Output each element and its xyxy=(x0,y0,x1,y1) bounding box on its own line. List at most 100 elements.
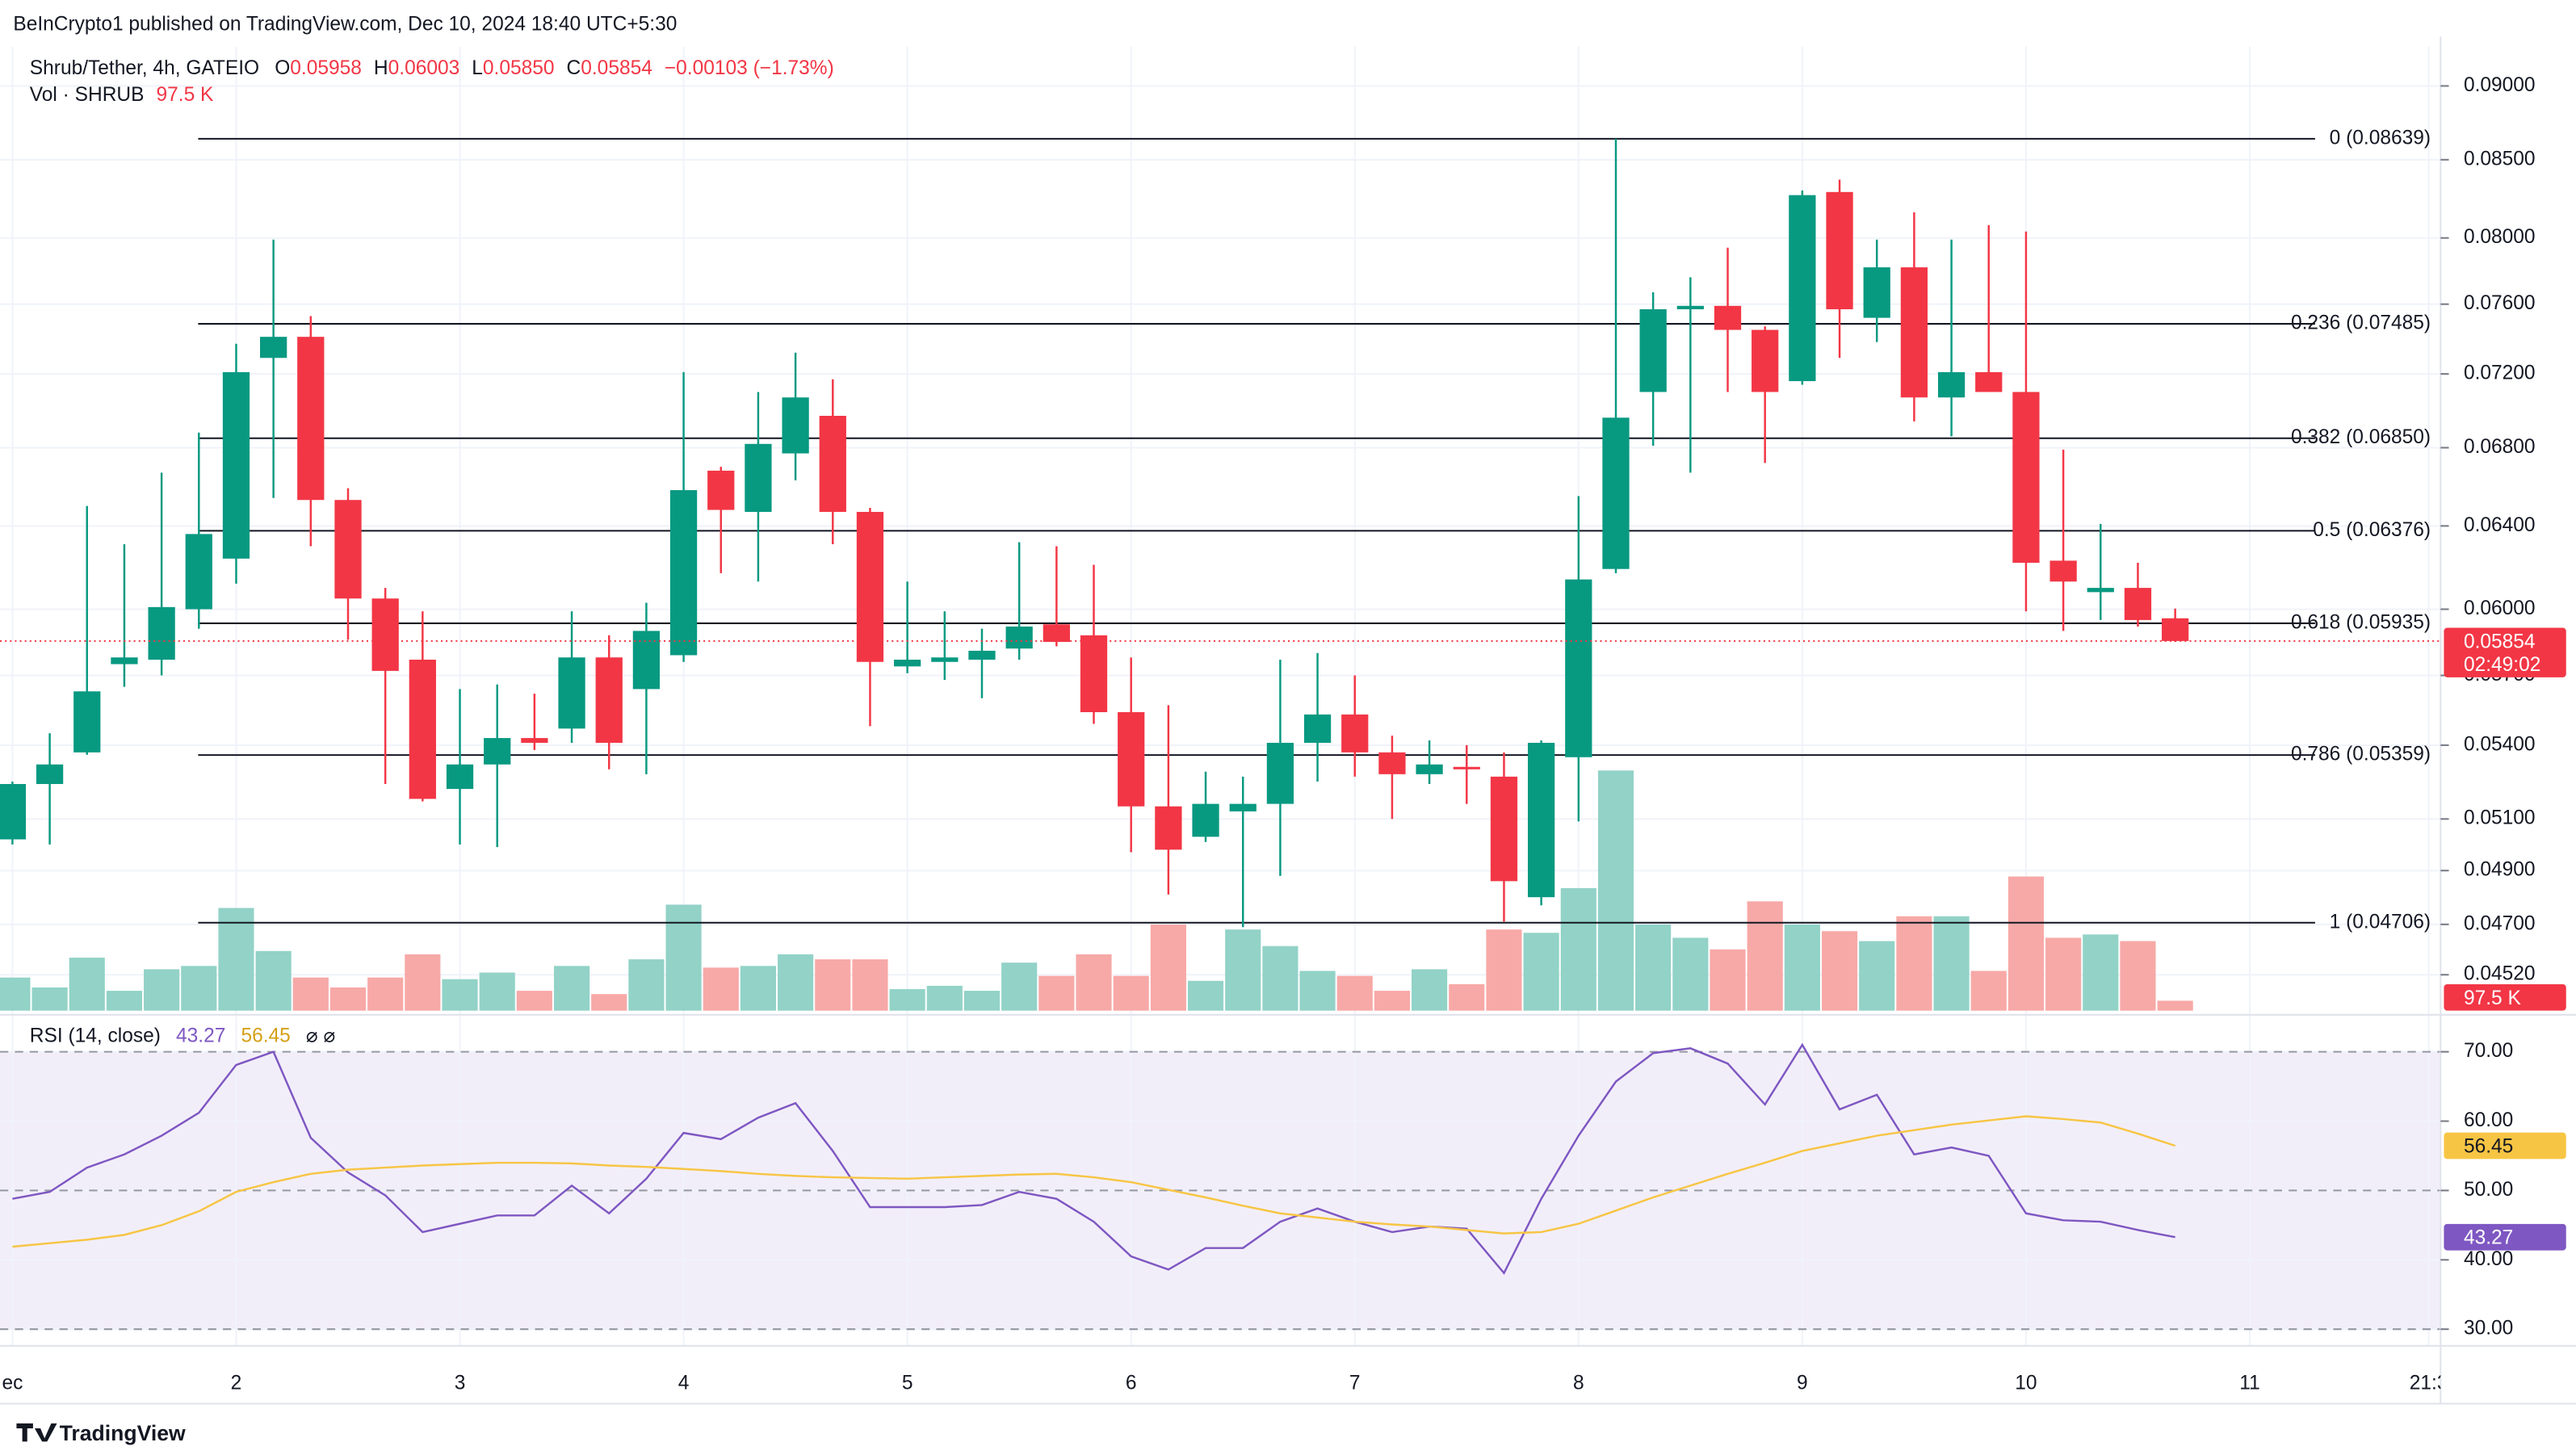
y-tick-label: 0.06800 xyxy=(2464,436,2536,458)
price-legend: Shrub/Tether, 4h, GATEIO O0.05958 H0.060… xyxy=(30,58,834,80)
volume-bar xyxy=(1635,925,1672,1011)
fib-label: 0.786 (0.05359) xyxy=(2291,744,2431,765)
candle-body xyxy=(521,738,548,743)
legend-value: 0.06003 xyxy=(388,58,460,80)
y-tick-label: 0.06400 xyxy=(2464,514,2536,536)
volume-bar xyxy=(218,908,254,1011)
y-tick-label: 0.08000 xyxy=(2464,226,2536,248)
rsi-box xyxy=(2444,1223,2566,1251)
volume-bar xyxy=(516,991,552,1011)
candle-body xyxy=(1118,712,1145,807)
x-tick-label: 6 xyxy=(1126,1372,1137,1394)
x-tick-label: 4 xyxy=(678,1372,690,1394)
volume-bar xyxy=(1374,991,1411,1011)
legend-key: L xyxy=(472,58,483,80)
legend-value: 0.05854 xyxy=(581,58,652,80)
candle-body xyxy=(2124,588,2152,620)
candle-body xyxy=(1676,305,1704,310)
volume-bar xyxy=(1038,975,1075,1011)
volume-bar xyxy=(1001,962,1038,1011)
candle-body xyxy=(595,657,623,743)
volume-bar xyxy=(1933,916,1970,1011)
fib-label: 0 (0.08639) xyxy=(2330,127,2431,149)
plot-area: 0 (0.08639) 0.236 (0.07485) 0.382 (0.06850… xyxy=(0,36,2576,1405)
volume-bar xyxy=(926,985,963,1011)
volume-bar xyxy=(1262,946,1298,1011)
candle-body xyxy=(2012,392,2040,563)
candle-body xyxy=(1639,309,1667,392)
y-tick-label: 50.00 xyxy=(2464,1179,2513,1201)
rsi-legend: RSI (14, close) 43.27 56.45 ⌀ ⌀ xyxy=(30,1025,336,1047)
volume-bar xyxy=(778,954,814,1011)
candle-body xyxy=(1714,305,1742,330)
candle-body xyxy=(260,337,287,359)
candle-body xyxy=(409,659,436,799)
volume-bar xyxy=(144,969,180,1011)
candle-body xyxy=(1192,803,1219,837)
published-note: BeInCrypto1 published on TradingView.com… xyxy=(13,13,677,35)
volume-bar xyxy=(1225,929,1261,1011)
volume-bar xyxy=(591,994,627,1011)
candle-body xyxy=(1005,626,1033,649)
fib-label: 0.382 (0.06850) xyxy=(2291,426,2431,448)
candle-body xyxy=(1826,191,1853,310)
candle-body xyxy=(1453,766,1480,769)
candle-body xyxy=(371,598,399,671)
candle-body xyxy=(2049,560,2077,582)
rsi-line xyxy=(12,1115,2176,1248)
volume-bar xyxy=(2083,934,2119,1011)
candle-body xyxy=(968,650,996,660)
volume-bar xyxy=(479,972,515,1011)
y-tick-label: 0.04900 xyxy=(2464,859,2536,881)
fib-label: 1 (0.04706) xyxy=(2330,911,2431,933)
volume-bar xyxy=(31,987,68,1011)
volume-title: Vol · SHRUB xyxy=(30,84,145,106)
y-tick-label: 0.05400 xyxy=(2464,733,2536,755)
volume-bar xyxy=(963,991,1001,1011)
volume-bar xyxy=(405,954,441,1011)
y-tick-label: 30.00 xyxy=(2464,1318,2513,1340)
volume-bar xyxy=(1710,949,1746,1011)
y-tick-label: 70.00 xyxy=(2464,1040,2513,1062)
current-price-label: 0.05854 xyxy=(2464,631,2536,652)
volume-bar xyxy=(181,966,217,1011)
volume-bar xyxy=(1412,969,1448,1011)
legend-key: C xyxy=(567,58,581,80)
rsi-ma-value: 56.45 xyxy=(241,1025,290,1047)
candle-body xyxy=(111,657,138,665)
rsi-title: RSI (14, close) xyxy=(30,1025,161,1047)
candle-body xyxy=(148,606,175,660)
y-tick-label: 0.06000 xyxy=(2464,598,2536,619)
volume-bar xyxy=(703,967,739,1011)
volume-bar xyxy=(1859,941,1895,1011)
candle-body xyxy=(1900,267,1928,398)
candle-body xyxy=(36,764,64,784)
legend-value: 0.05850 xyxy=(483,58,555,80)
candle-body xyxy=(1490,776,1518,882)
candle-body xyxy=(1080,635,1108,713)
x-tick-label: 21:3 xyxy=(2410,1372,2448,1394)
x-tick-label: ec xyxy=(2,1372,23,1394)
candle-body xyxy=(2087,588,2114,593)
candle-body xyxy=(1528,742,1555,898)
volume-bar xyxy=(2045,937,2082,1011)
volume-bar xyxy=(1076,954,1112,1011)
candle-body xyxy=(632,631,661,690)
volume-bar xyxy=(1747,901,1783,1011)
y-tick-label: 60.00 xyxy=(2464,1109,2513,1131)
x-tick-label: 8 xyxy=(1573,1372,1584,1394)
volume-bar xyxy=(1187,980,1224,1011)
legend-key: O xyxy=(275,58,290,80)
volume-bar xyxy=(553,966,590,1011)
volume-bar xyxy=(442,979,478,1011)
volume-bar xyxy=(1523,933,1559,1011)
candle-body xyxy=(894,659,921,667)
candle-body xyxy=(334,500,362,599)
candle-body xyxy=(1937,371,1966,398)
candle-body xyxy=(484,738,511,765)
rsi-line xyxy=(12,1042,2175,1275)
volume-legend: Vol · SHRUB 97.5 K xyxy=(30,84,214,106)
volume-bar xyxy=(1821,931,1858,1011)
candle-body xyxy=(558,657,585,729)
